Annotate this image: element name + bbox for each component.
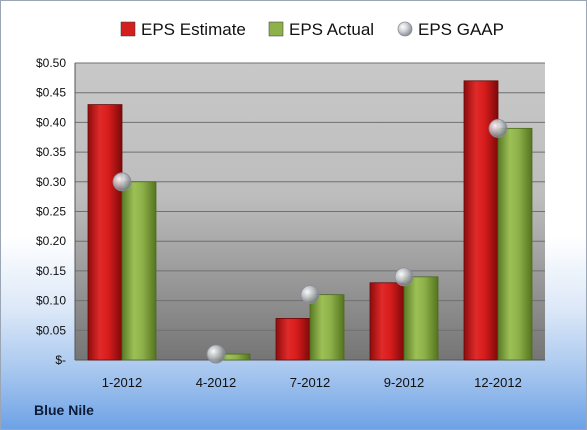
actual-bar (403, 276, 439, 361)
estimate-bar (369, 282, 405, 361)
legend-estimate-swatch (120, 21, 136, 37)
gaap-marker (488, 118, 508, 138)
legend-gaap-label: EPS GAAP (418, 20, 504, 39)
y-tick-label: $0.35 (36, 145, 66, 159)
estimate-bar (275, 318, 311, 361)
y-tick-label: $0.40 (36, 115, 66, 129)
x-tick-label: 4-2012 (196, 375, 236, 390)
y-tick-label: $0.30 (36, 175, 66, 189)
y-tick-label: $0.15 (36, 264, 66, 278)
y-tick-label: $0.10 (36, 294, 66, 308)
gaap-marker (300, 285, 320, 305)
y-tick-label: $- (55, 353, 66, 367)
legend-actual-label: EPS Actual (289, 20, 374, 39)
legend-gaap-swatch (397, 21, 413, 37)
y-tick-label: $0.50 (36, 56, 66, 70)
gaap-marker (394, 267, 414, 287)
gaap-marker (206, 344, 226, 364)
company-label: Blue Nile (34, 402, 94, 418)
actual-bar (497, 127, 533, 361)
legend-actual-swatch (268, 21, 284, 37)
y-tick-label: $0.20 (36, 234, 66, 248)
x-tick-label: 9-2012 (384, 375, 424, 390)
estimate-bar (87, 104, 123, 361)
x-tick-label: 12-2012 (474, 375, 522, 390)
legend-estimate-label: EPS Estimate (141, 20, 246, 39)
x-tick-label: 1-2012 (102, 375, 142, 390)
gaap-marker (112, 172, 132, 192)
y-tick-label: $0.25 (36, 205, 66, 219)
actual-bar (309, 294, 345, 361)
y-tick-label: $0.45 (36, 86, 66, 100)
actual-bar (121, 181, 157, 361)
y-tick-label: $0.05 (36, 323, 66, 337)
x-tick-label: 7-2012 (290, 375, 330, 390)
